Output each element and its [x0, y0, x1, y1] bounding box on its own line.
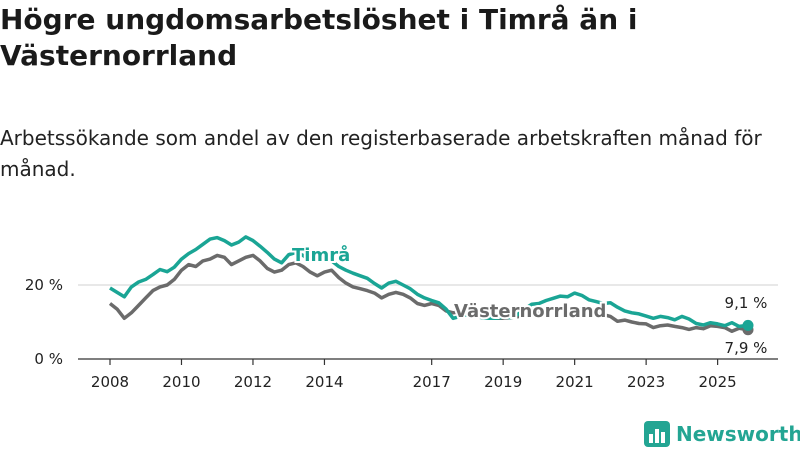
- axes: 0 % 20 % 2008 2010 2012 2014 2017 2019 2021 2023 2…: [25, 276, 778, 391]
- x-tick-label: 2010: [162, 373, 200, 391]
- series-label-vasternorrland: Västernorrland: [454, 301, 606, 322]
- series-end-point: [742, 319, 754, 331]
- chart-title: Högre ungdomsarbetslöshet i Timrå än i V…: [0, 3, 638, 72]
- series-label-timra: Timrå: [292, 244, 350, 266]
- series-line-timra: [109, 235, 749, 329]
- x-tick-label: 2021: [556, 373, 594, 391]
- x-tick-label: 2008: [91, 373, 129, 391]
- series-line-vasternorrland: [108, 253, 749, 334]
- y-tick-label: 20 %: [25, 276, 63, 294]
- x-tick-label: 2023: [627, 373, 665, 391]
- newsworthy-logo-icon: [644, 421, 670, 447]
- x-tick-label: 2014: [305, 373, 343, 391]
- brand-name: Newsworthy: [676, 422, 800, 446]
- x-tick-label: 2012: [234, 373, 272, 391]
- y-tick-label: 0 %: [34, 350, 63, 368]
- series-lines: [108, 235, 754, 336]
- x-tick-label: 2025: [699, 373, 737, 391]
- labels: Timrå Västernorrland 9,1 % 7,9 %: [290, 242, 768, 357]
- x-tick-label: 2017: [413, 373, 451, 391]
- end-value-timra: 9,1 %: [725, 294, 768, 312]
- end-value-vasternorrland: 7,9 %: [725, 339, 768, 357]
- chart-subtitle: Arbetssökande som andel av den registerb…: [0, 126, 762, 181]
- x-tick-label: 2019: [484, 373, 522, 391]
- brand-logo: Newsworthy: [644, 420, 800, 448]
